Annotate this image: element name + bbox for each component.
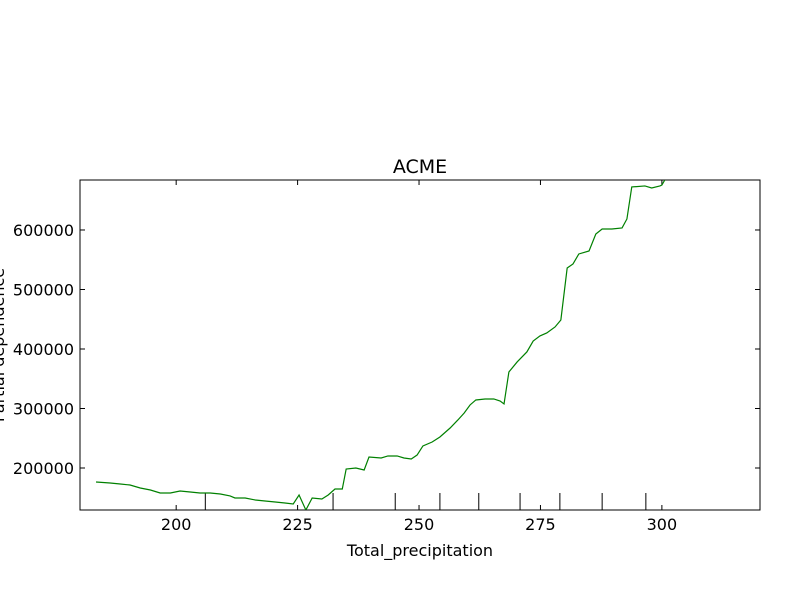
x-tick-label: 250 xyxy=(404,515,435,534)
line-series xyxy=(95,180,666,510)
y-tick-label: 500000 xyxy=(13,280,74,299)
y-axis-label: Partial dependence xyxy=(0,268,8,422)
y-tick-label: 200000 xyxy=(13,459,74,478)
y-tick-label: 400000 xyxy=(13,340,74,359)
y-tick-label: 600000 xyxy=(13,221,74,240)
x-axis-label: Total_precipitation xyxy=(346,541,493,561)
plot-frame xyxy=(79,179,761,511)
x-tick-label: 300 xyxy=(647,515,678,534)
x-tick-label: 225 xyxy=(282,515,313,534)
y-tick-label: 300000 xyxy=(13,399,74,418)
x-tick-label: 275 xyxy=(525,515,556,534)
x-tick-label: 200 xyxy=(161,515,192,534)
chart-title: ACME xyxy=(393,156,447,178)
